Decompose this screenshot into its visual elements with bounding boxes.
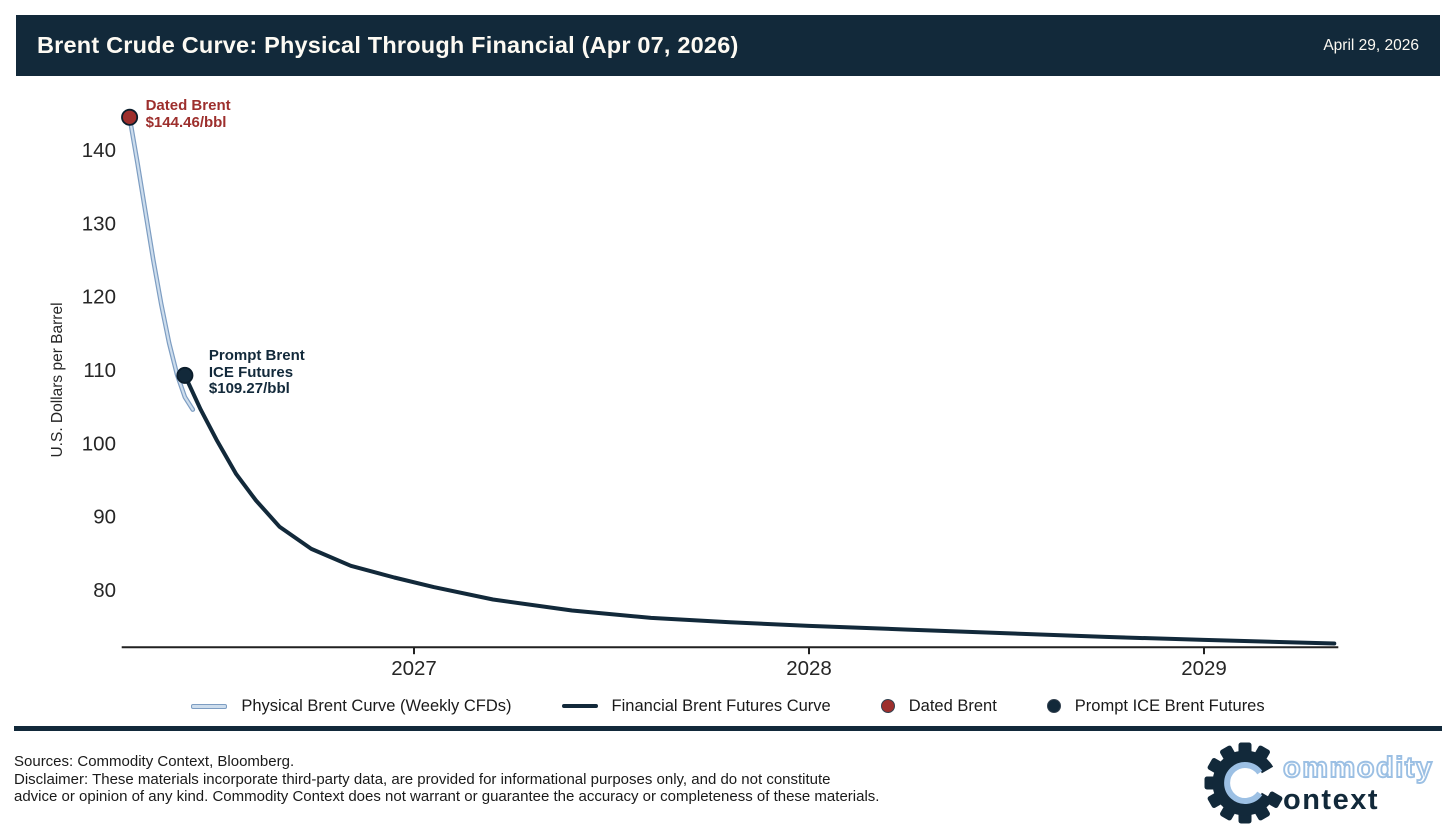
annotation-prompt-ice: Prompt Brent ICE Futures $109.27/bbl	[208, 347, 305, 398]
logo-text-context: ontext	[1283, 784, 1379, 816]
footer-text-block: Sources: Commodity Context, Bloomberg. D…	[14, 753, 879, 806]
chart-title: Brent Crude Curve: Physical Through Fina…	[37, 32, 739, 58]
legend-label: Physical Brent Curve (Weekly CFDs)	[241, 696, 512, 715]
footer-divider	[14, 726, 1442, 731]
y-tick-label: 100	[82, 432, 116, 455]
gear-icon	[1204, 742, 1283, 824]
disclaimer-line-2: advice or opinion of any kind. Commodity…	[14, 788, 880, 806]
chart-area: 2027 2028 2029 80 90 100 110 120 130 140 U.S. Dol…	[0, 76, 1456, 688]
legend-item-dated-brent: Dated Brent	[880, 696, 997, 716]
prompt-ice-dot-swatch	[1046, 699, 1061, 713]
header-date: April 29, 2026	[1323, 36, 1419, 54]
legend-item-physical-curve: Physical Brent Curve (Weekly CFDs)	[191, 696, 512, 716]
legend-item-prompt-ice: Prompt ICE Brent Futures	[1046, 696, 1265, 716]
dated-brent-dot-swatch	[880, 699, 895, 713]
disclaimer-line-1: Disclaimer: These materials incorporate …	[14, 770, 831, 788]
y-axis-label: U.S. Dollars per Barrel	[49, 302, 66, 458]
y-tick-label: 140	[82, 139, 116, 162]
legend: Physical Brent Curve (Weekly CFDs) Finan…	[0, 691, 1456, 721]
financial-curve-line-swatch	[561, 704, 598, 708]
y-tick-label: 110	[83, 359, 116, 382]
brent-curve-chart: 2027 2028 2029 80 90 100 110 120 130 140	[82, 108, 1339, 680]
dated-brent-marker	[121, 108, 139, 126]
y-tick-label: 120	[82, 286, 116, 309]
y-tick-label: 90	[93, 506, 116, 529]
header-bar: Brent Crude Curve: Physical Through Fina…	[16, 15, 1440, 76]
legend-label: Dated Brent	[908, 696, 997, 715]
x-tick-label: 2029	[1181, 657, 1227, 680]
y-tick-label: 80	[93, 579, 116, 602]
legend-label: Financial Brent Futures Curve	[611, 696, 831, 715]
x-tick-label: 2027	[391, 657, 437, 680]
logo-text-commodity: ommodity	[1283, 752, 1434, 784]
physical-brent-curve	[128, 116, 194, 411]
y-tick-label: 130	[82, 212, 116, 235]
physical-curve-line-swatch	[191, 703, 228, 709]
x-tick-label: 2028	[786, 657, 832, 680]
financial-brent-futures-curve	[182, 373, 1337, 646]
commodity-context-logo: ommodity ontext	[1204, 742, 1434, 824]
prompt-ice-brent-futures-marker	[176, 366, 194, 384]
physical-brent-curve-edge	[127, 115, 196, 412]
sources-text: Sources: Commodity Context, Bloomberg.	[14, 753, 295, 770]
legend-item-financial-curve: Financial Brent Futures Curve	[561, 696, 831, 716]
legend-label: Prompt ICE Brent Futures	[1074, 696, 1265, 715]
annotation-dated-brent: Dated Brent $144.46/bbl	[145, 97, 231, 131]
